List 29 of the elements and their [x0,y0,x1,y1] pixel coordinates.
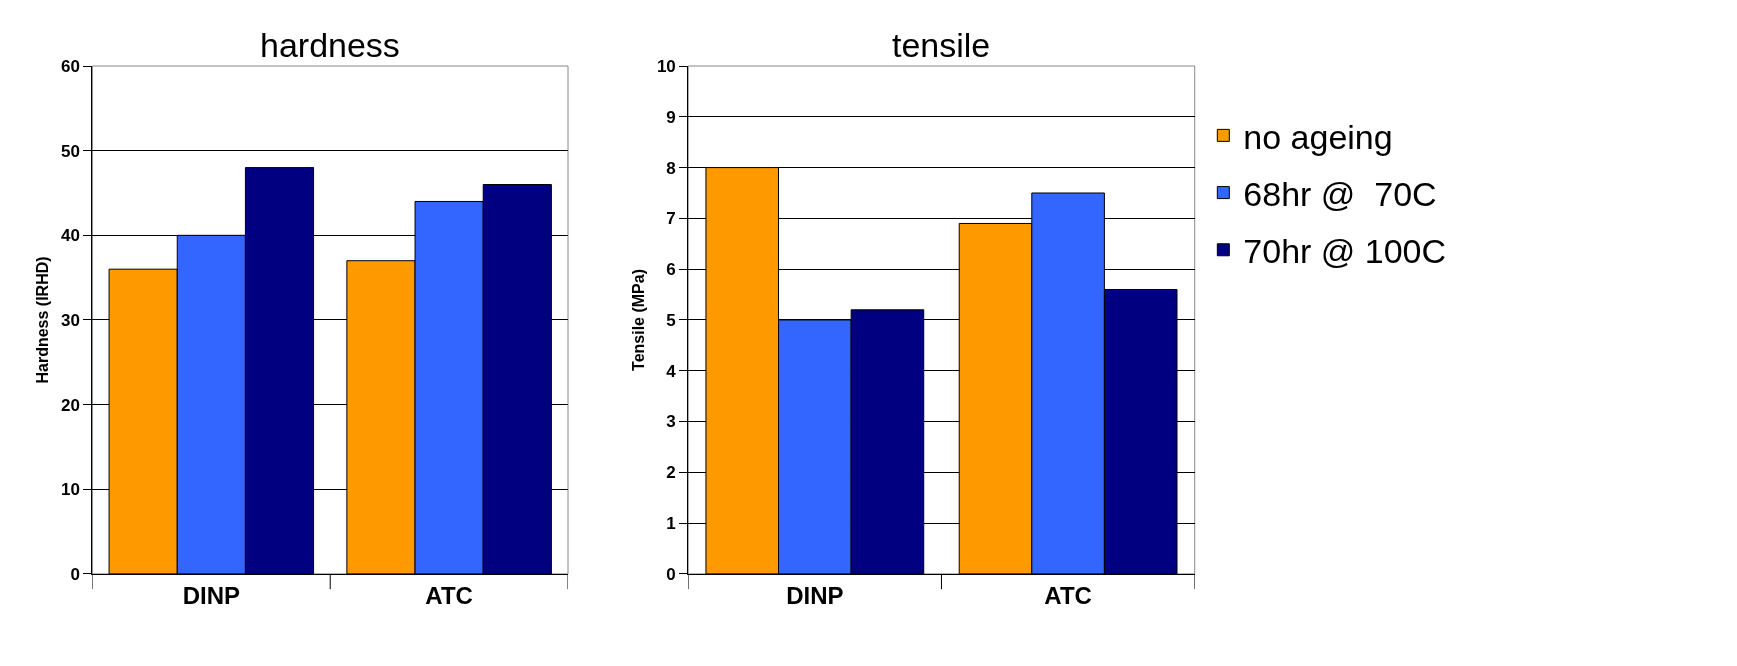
y-axis-title: Tensile (MPa) [629,268,647,371]
y-tick-label: 8 [666,158,676,178]
y-tick-label: 50 [61,141,81,161]
y-tick-label: 4 [666,361,677,381]
y-tick-label: 6 [666,260,676,280]
y-tick-label: 3 [666,412,676,432]
y-axis-title: Hardness (IRHD) [33,256,51,384]
x-tick-label: ATC [425,581,473,609]
legend-label: no ageing [1243,117,1393,156]
y-tick-label: 30 [61,310,81,330]
chart-title: tensile [892,26,991,64]
y-tick-label: 20 [61,395,81,415]
legend-label: 70hr @ 100C [1243,232,1447,271]
x-tick-label: ATC [1044,581,1092,609]
y-tick-label: 5 [666,310,676,330]
chart-title: hardness [260,26,400,64]
x-tick-label: DINP [786,581,844,609]
y-tick-label: 10 [656,56,676,76]
y-tick-label: 0 [70,564,81,584]
y-tick-label: 10 [61,480,81,500]
y-tick-label: 40 [61,226,81,246]
y-tick-label: 9 [666,107,676,127]
y-tick-label: 60 [61,56,81,76]
y-tick-label: 1 [666,514,676,534]
y-tick-label: 7 [666,209,676,229]
legend-label: 68hr @ 70C [1243,174,1437,213]
y-tick-label: 0 [666,564,676,584]
x-tick-label: DINP [182,581,240,609]
y-tick-label: 2 [666,463,676,483]
